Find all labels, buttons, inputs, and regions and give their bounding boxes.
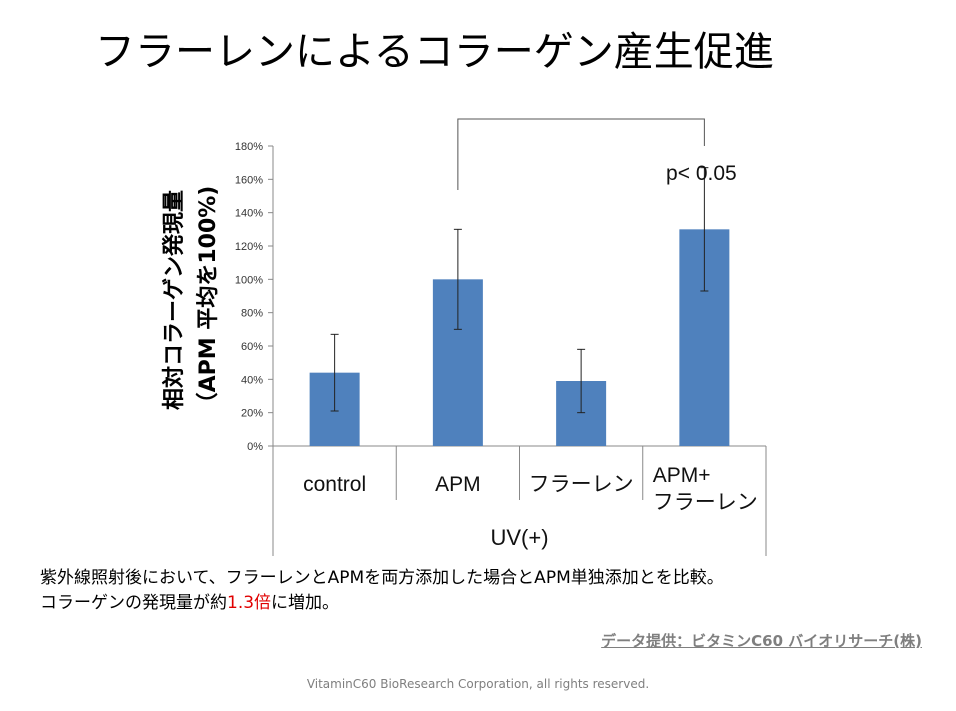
category-label: control xyxy=(303,473,366,496)
y-tick-label: 140% xyxy=(235,208,263,220)
y-tick-label: 20% xyxy=(241,408,263,420)
caption-highlight: 1.3倍 xyxy=(227,593,272,613)
y-tick-label: 180% xyxy=(235,141,263,153)
significance-bracket xyxy=(457,118,705,190)
category-label: APM xyxy=(435,473,481,496)
y-tick-label: 160% xyxy=(235,174,263,186)
caption-text-post: に増加。 xyxy=(271,593,340,613)
copyright-notice: VitaminC60 BioResearch Corporation, all … xyxy=(306,677,650,691)
caption-text-pre: コラーゲンの発現量が約 xyxy=(40,593,227,613)
y-axis-title: 相対コラーゲン発現量 （APM 平均を100%) xyxy=(158,186,226,415)
category-label: フラーレン xyxy=(529,473,634,496)
y-tick-label: 0% xyxy=(247,441,263,453)
slide-title: フラーレンによるコラーゲン産生促進 xyxy=(95,29,774,75)
caption: 紫外線照射後において、フラーレンとAPMを両方添加した場合とAPM単独添加とを比… xyxy=(40,566,940,616)
group-label: UV(+) xyxy=(490,525,548,550)
y-tick-label: 60% xyxy=(241,341,263,353)
category-label: APM+ xyxy=(653,464,711,487)
data-source-credit: データ提供：ビタミンC60 バイオリサーチ(株) xyxy=(601,632,922,650)
y-tick-label: 80% xyxy=(241,308,263,320)
collagen-bar-chart: 0% 20% 40% 60% 80% 100% 120% 140% 160% 180% contro… xyxy=(235,118,767,556)
y-tick-label: 40% xyxy=(241,374,263,386)
caption-line-2: コラーゲンの発現量が約1.3倍に増加。 xyxy=(40,591,940,616)
y-axis-title-line1: 相対コラーゲン発現量 xyxy=(162,189,187,411)
y-axis-title-line2: （APM 平均を100%) xyxy=(196,185,221,415)
y-tick-label: 120% xyxy=(235,241,263,253)
y-tick-label: 100% xyxy=(235,274,263,286)
category-label: フラーレン xyxy=(653,491,758,514)
significance-label: p< 0.05 xyxy=(666,162,737,185)
caption-line-1: 紫外線照射後において、フラーレンとAPMを両方添加した場合とAPM単独添加とを比… xyxy=(40,568,724,588)
